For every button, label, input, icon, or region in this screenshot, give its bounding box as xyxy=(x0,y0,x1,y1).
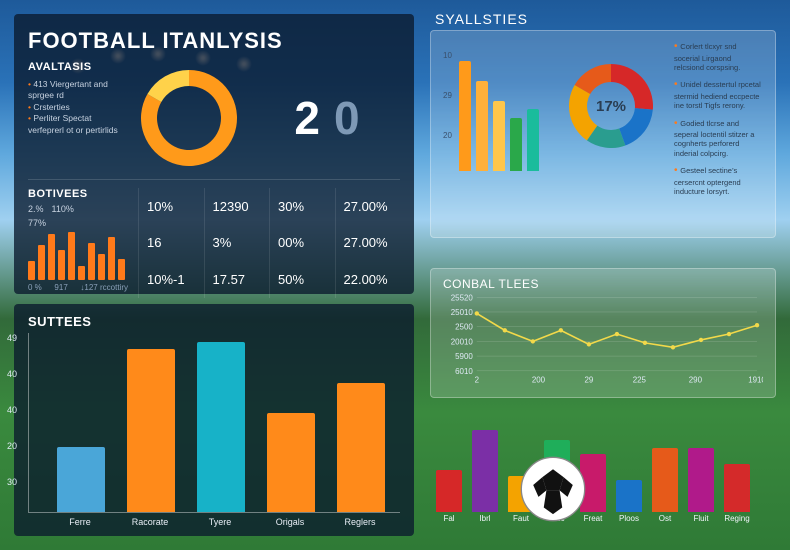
stat-cell: 3% xyxy=(204,225,270,262)
x-label: Racorate xyxy=(126,517,174,527)
svg-text:25520: 25520 xyxy=(451,293,474,302)
bar xyxy=(197,342,245,512)
x-label: Fal xyxy=(436,514,462,523)
stat-value: 0 % xyxy=(28,283,42,292)
list-item: Gesteel sectine’s cersercnt optergend in… xyxy=(674,165,763,196)
bar xyxy=(688,448,714,512)
svg-text:29: 29 xyxy=(584,376,593,385)
svg-text:5900: 5900 xyxy=(455,352,473,361)
score-display: 2 0 xyxy=(254,60,400,175)
x-label: Reging xyxy=(724,514,750,523)
bar xyxy=(472,430,498,512)
soccer-ball-icon xyxy=(520,456,586,522)
x-label: Ploos xyxy=(616,514,642,523)
list-item: 413 Viergertant and sprgee rd xyxy=(28,79,124,102)
stat-value: ↓127 rccottiry xyxy=(80,283,128,292)
syallsties-bar-chart: 102920 xyxy=(443,41,548,171)
stat-cell: 30% xyxy=(269,188,335,225)
stat-cell: 10% xyxy=(138,188,204,225)
bar xyxy=(127,349,175,512)
botivees-heading: BOTIVEES xyxy=(28,188,128,200)
score-right: 0 xyxy=(334,91,360,145)
line-chart: 25520 25010 2500 20010 5900 60102 200 29 225 290 1… xyxy=(443,293,763,385)
stat-value: 77% xyxy=(28,218,46,228)
list-item: Unidel desstertul rpcetal stermid hedien… xyxy=(674,79,763,110)
syallsties-heading: SYALLSTIES xyxy=(435,11,528,27)
bar xyxy=(57,447,105,512)
bar xyxy=(267,413,315,512)
suttees-panel: SUTTEES 4940402030 Ferre Racorate Tyere Ori… xyxy=(14,304,414,536)
svg-text:200: 200 xyxy=(532,376,546,385)
svg-text:1910: 1910 xyxy=(748,376,763,385)
small-bar-chart xyxy=(430,410,776,530)
suttees-x-labels: Ferre Racorate Tyere Origals Reglers xyxy=(28,517,400,527)
mini-bar-chart xyxy=(28,232,128,280)
bar xyxy=(616,480,642,512)
stat-cell: 27.00% xyxy=(335,225,401,262)
syallsties-donut-chart: 17% xyxy=(556,41,666,171)
main-analysis-panel: FOOTBALL ITANLYSIS AVALTASIS 413 Vierger… xyxy=(14,14,414,294)
x-label: Tyere xyxy=(196,517,244,527)
stat-table: 10%1239030%27.00% 163%00%27.00% 10%-117.57… xyxy=(138,188,400,298)
stat-cell: 22.00% xyxy=(335,261,401,298)
avaltasis-heading: AVALTASIS xyxy=(28,60,124,75)
svg-text:6010: 6010 xyxy=(455,367,473,376)
syallsties-bullets: Corlert tlcxyr snd socerial Lirgaond rel… xyxy=(674,41,763,171)
svg-text:2: 2 xyxy=(475,376,480,385)
score-left: 2 xyxy=(294,91,320,145)
svg-text:225: 225 xyxy=(633,376,647,385)
stat-cell: 10%-1 xyxy=(138,261,204,298)
svg-text:290: 290 xyxy=(689,376,703,385)
x-label: Origals xyxy=(266,517,314,527)
suttees-heading: SUTTEES xyxy=(28,314,400,329)
stat-value: 2.% xyxy=(28,204,44,214)
x-label: Fluit xyxy=(688,514,714,523)
small-bar-labels: FalIbrlFautFalcFreatPloosOstFluitReging xyxy=(430,514,776,523)
svg-text:25010: 25010 xyxy=(451,308,474,317)
donut-center-pct: 17% xyxy=(596,98,626,115)
stat-cell: 12390 xyxy=(204,188,270,225)
conbal-panel: CONBAL TLEES 25520 25010 2500 20010 5900 6010… xyxy=(430,268,776,398)
x-label: Ferre xyxy=(56,517,104,527)
syallsties-panel: SYALLSTIES 102920 17% Corlert tlcxyr snd… xyxy=(430,30,776,238)
stat-cell: 27.00% xyxy=(335,188,401,225)
x-label: Ibrl xyxy=(472,514,498,523)
page-title: FOOTBALL ITANLYSIS xyxy=(28,28,400,54)
bar xyxy=(724,464,750,512)
stat-cell: 50% xyxy=(269,261,335,298)
list-item: Godied tlcrse and seperal loctentil stit… xyxy=(674,118,763,159)
list-item: Crsterties xyxy=(28,102,124,113)
bar xyxy=(436,470,462,512)
suttees-bar-chart: 4940402030 xyxy=(28,333,400,513)
avaltasis-block: AVALTASIS 413 Viergertant and sprgee rdC… xyxy=(28,60,124,175)
bar xyxy=(337,383,385,512)
stat-cell: 16 xyxy=(138,225,204,262)
bar xyxy=(652,448,678,512)
conbal-heading: CONBAL TLEES xyxy=(443,277,763,291)
stat-cell: 00% xyxy=(269,225,335,262)
stat-value: 917 xyxy=(54,283,67,292)
stat-cell: 17.57 xyxy=(204,261,270,298)
divider xyxy=(28,179,400,180)
x-label: Reglers xyxy=(336,517,384,527)
avaltasis-list: 413 Viergertant and sprgee rdCrstertiesP… xyxy=(28,79,124,136)
main-donut-chart xyxy=(124,60,254,175)
donut-icon xyxy=(141,70,237,166)
svg-text:2500: 2500 xyxy=(455,323,473,332)
list-item: Corlert tlcxyr snd socerial Lirgaond rel… xyxy=(674,41,763,72)
list-item: Perliter Spectat verfeprerl ot or pertir… xyxy=(28,113,124,136)
stat-value: 110% xyxy=(52,204,74,214)
svg-text:20010: 20010 xyxy=(451,337,474,346)
x-label: Ost xyxy=(652,514,678,523)
botivees-block: BOTIVEES 2.% 110% 77% 0 % 917 ↓127 rccot… xyxy=(28,188,128,298)
